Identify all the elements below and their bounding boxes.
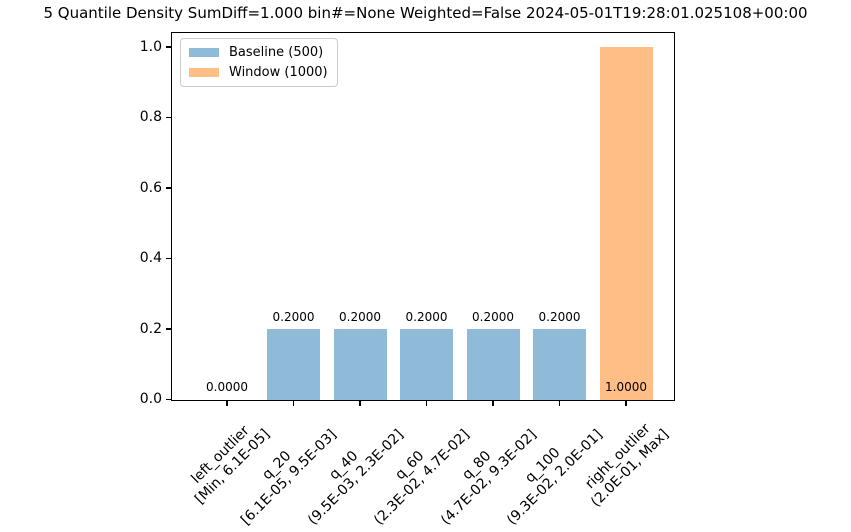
bar-value-label: 0.2000: [405, 310, 448, 324]
legend-label: Window (1000): [229, 65, 328, 80]
x-tick-mark: [226, 401, 228, 406]
bar-value-label: 1.0000: [605, 380, 647, 394]
y-tick-mark: [165, 328, 172, 330]
x-tick-mark: [625, 401, 627, 406]
y-tick-mark: [165, 116, 172, 119]
y-tick-label: 0.2: [139, 320, 162, 337]
y-tick-mark: [165, 398, 172, 401]
y-tick-mark: [165, 46, 172, 48]
x-tick-mark: [558, 401, 561, 406]
legend: Baseline (500) Window (1000): [180, 38, 338, 87]
y-tick-label: 1.0: [139, 38, 162, 55]
y-tick-label: 0.4: [139, 250, 162, 266]
bar-value-label: 0.2000: [472, 310, 514, 324]
y-tick-mark: [165, 257, 172, 260]
plot-area: [171, 32, 675, 401]
y-tick-label: 0.6: [139, 179, 162, 196]
y-tick-label: 0.8: [139, 109, 162, 125]
legend-row: Baseline (500): [189, 44, 328, 61]
bar-q_100: [533, 329, 586, 400]
x-tick-mark: [359, 401, 361, 406]
bar-q_80: [466, 329, 520, 400]
bar-q_40: [333, 329, 387, 400]
legend-label: Baseline (500): [229, 45, 324, 60]
bar-value-label: 0.2000: [272, 310, 315, 324]
bar-value-label: 0.2000: [339, 310, 381, 324]
x-tick-mark: [425, 401, 428, 406]
y-tick-mark: [165, 187, 172, 189]
x-tick-mark: [492, 401, 494, 406]
y-tick-label: 0.0: [139, 391, 162, 407]
bar-value-label: 0.2000: [538, 310, 581, 324]
legend-swatch-icon: [189, 48, 219, 57]
x-tick-mark: [292, 401, 295, 406]
legend-swatch-icon: [189, 68, 219, 77]
bar-value-label: 0.0000: [206, 380, 248, 394]
bar-right_outlier: [599, 47, 653, 400]
bar-q_60: [400, 329, 453, 400]
legend-row: Window (1000): [189, 64, 328, 81]
bar-q_20: [267, 329, 320, 400]
chart-title: 5 Quantile Density SumDiff=1.000 bin#=No…: [43, 4, 808, 22]
